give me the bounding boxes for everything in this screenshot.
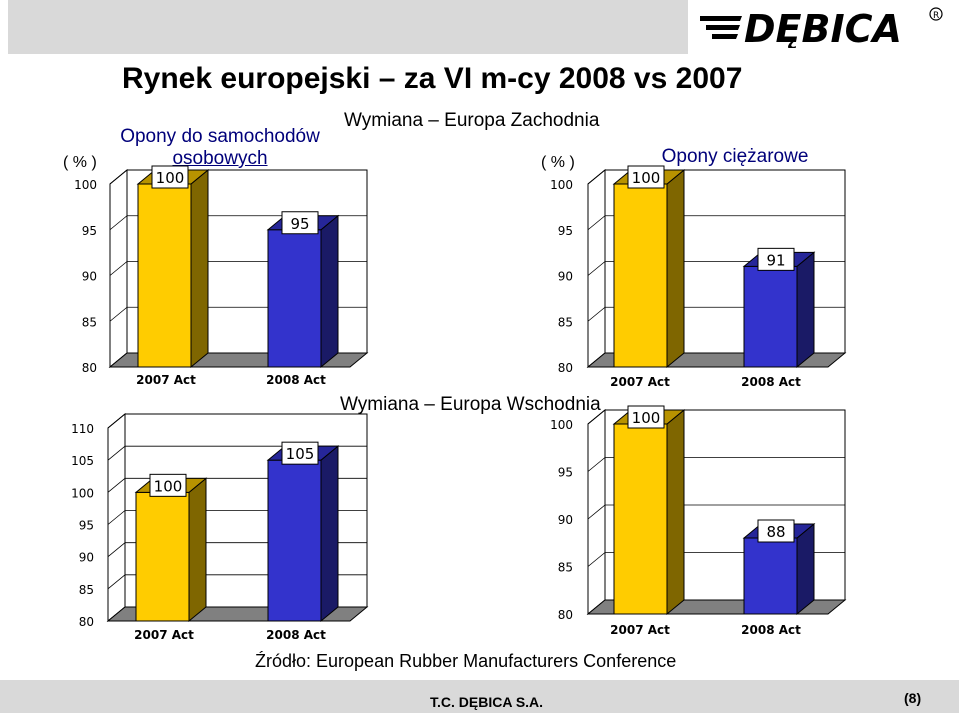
chart-0-gridline-diag <box>109 261 128 276</box>
chart-3-ytick-label: 85 <box>558 561 573 575</box>
chart-2-data-label-1: 105 <box>286 445 315 463</box>
page-title: Rynek europejski – za VI m-cy 2008 vs 20… <box>122 62 743 95</box>
chart-0-data-label-box-1 <box>281 211 319 235</box>
chart-3-gridline-diag <box>587 457 606 472</box>
chart-2-ytick-label: 110 <box>71 422 94 436</box>
chart-0-data-label-1: 95 <box>290 215 309 233</box>
chart-2-gridline-diag <box>107 510 126 525</box>
chart-3-bar-0-side <box>666 408 685 616</box>
chart-2-data-label-box-1 <box>281 441 319 465</box>
debica-logo: DĘBICA R <box>700 7 943 48</box>
chart-0-ytick-label: 95 <box>82 224 97 238</box>
chart-0-gridline-diag <box>109 169 128 185</box>
chart-2-gridline-diag <box>107 478 126 493</box>
chart-2-ytick-label: 80 <box>79 615 94 629</box>
chart-1-gridline-diag <box>587 261 606 276</box>
chart-0-bar-0-side <box>190 168 209 369</box>
chart-1-ytick-label: 90 <box>558 270 573 284</box>
chart-3-data-label-box-1 <box>757 519 795 543</box>
chart-2-ytick-label: 85 <box>79 583 94 597</box>
chart-2-data-label-0: 100 <box>154 477 183 495</box>
footer-band <box>0 680 959 713</box>
chart-2-bar-1-side <box>320 445 339 623</box>
page-number: (8) <box>904 690 922 706</box>
chart-1-data-label-box-0 <box>627 165 665 189</box>
unit-label-right: ( % ) <box>541 154 575 171</box>
svg-text:R: R <box>933 11 939 21</box>
chart-2-ytick-label: 90 <box>79 551 94 565</box>
chart-1-ytick-label: 85 <box>558 315 573 329</box>
logo-wordmark: DĘBICA <box>744 7 902 48</box>
chart-3-ytick-label: 90 <box>558 513 573 527</box>
chart-3-gridline-diag <box>587 552 606 567</box>
chart-1-bar-0-side <box>666 168 685 369</box>
chart-0-data-label-0: 100 <box>156 169 185 187</box>
chart-1-gridline-diag <box>587 215 606 231</box>
chart-0-ytick-label: 90 <box>82 270 97 284</box>
chart-1-data-label-0: 100 <box>632 169 661 187</box>
chart-3-bar-1 <box>743 537 798 615</box>
chart-0-gridline-diag <box>109 306 128 322</box>
chart-0-bar-1 <box>267 229 322 368</box>
chart-0-ytick-label: 100 <box>74 178 97 192</box>
chart-2-category-label-0: 2007 Act <box>134 628 194 642</box>
chart-0-ytick-label: 80 <box>82 361 97 375</box>
chart-2-bar-1 <box>267 459 322 622</box>
category-title-passenger: Opony do samochodów osobowych <box>100 126 340 170</box>
chart-3-data-label-1: 88 <box>766 523 785 541</box>
chart-0-bar-1-side <box>320 214 339 369</box>
chart-1-bar-0 <box>613 183 668 368</box>
chart-3-gridline-diag <box>587 409 606 425</box>
chart-2-gridline-diag <box>107 445 126 461</box>
chart-1-bar-1-side <box>796 251 815 369</box>
chart-3-gridline-diag <box>587 504 606 520</box>
chart-2-gridline-diag <box>107 574 126 590</box>
chart-3-data-label-0: 100 <box>632 409 661 427</box>
chart-1-gridline-diag <box>587 306 606 322</box>
header-band <box>8 0 688 54</box>
footer-company: T.C. DĘBICA S.A. <box>430 694 544 710</box>
chart-0-gridline-diag <box>109 215 128 231</box>
chart-2-bar-0 <box>135 491 190 622</box>
unit-label-left: ( % ) <box>63 154 97 171</box>
chart-3-bar-1-side <box>796 522 815 616</box>
category-title-passenger-line2: osobowych <box>172 148 268 169</box>
chart-1-data-label-1: 91 <box>766 251 785 269</box>
chart-2-data-label-box-0 <box>149 473 187 497</box>
chart-3-category-label-0: 2007 Act <box>610 623 670 637</box>
chart-3-ytick-label: 80 <box>558 608 573 622</box>
category-title-passenger-line1: Opony do samochodów <box>120 126 320 147</box>
chart-0-data-label-box-0 <box>151 165 189 189</box>
chart-1-gridline-diag <box>587 169 606 185</box>
chart-0-category-label-0: 2007 Act <box>136 373 196 387</box>
chart-1-category-label-0: 2007 Act <box>610 375 670 389</box>
chart-0-bar-0 <box>137 183 192 368</box>
source-note: Źródło: European Rubber Manufacturers Co… <box>255 651 677 671</box>
chart-1-category-label-1: 2008 Act <box>741 375 801 389</box>
chart-0-ytick-label: 85 <box>82 315 97 329</box>
region-title-west: Wymiana – Europa Zachodnia <box>344 110 600 131</box>
chart-2-category-label-1: 2008 Act <box>266 628 326 642</box>
chart-3-ytick-label: 95 <box>558 466 573 480</box>
chart-2-gridline-diag <box>107 542 126 557</box>
chart-1-data-label-box-1 <box>757 247 795 271</box>
chart-3-category-label-1: 2008 Act <box>741 623 801 637</box>
chart-2-ytick-label: 105 <box>71 454 94 468</box>
chart-0-category-label-1: 2008 Act <box>266 373 326 387</box>
chart-2-bar-0-side <box>188 477 207 623</box>
chart-2-ytick-label: 95 <box>79 519 94 533</box>
chart-2-ytick-label: 100 <box>71 486 94 500</box>
chart-1-ytick-label: 80 <box>558 361 573 375</box>
chart-2-gridline-diag <box>107 413 126 429</box>
chart-3-ytick-label: 100 <box>550 418 573 432</box>
chart-1-ytick-label: 95 <box>558 224 573 238</box>
chart-1-bar-1 <box>743 265 798 368</box>
chart-3-data-label-box-0 <box>627 405 665 429</box>
region-title-east: Wymiana – Europa Wschodnia <box>340 394 601 415</box>
chart-3-bar-0 <box>613 423 668 615</box>
chart-1-ytick-label: 100 <box>550 178 573 192</box>
category-title-truck: Opony ciężarowe <box>661 146 809 167</box>
